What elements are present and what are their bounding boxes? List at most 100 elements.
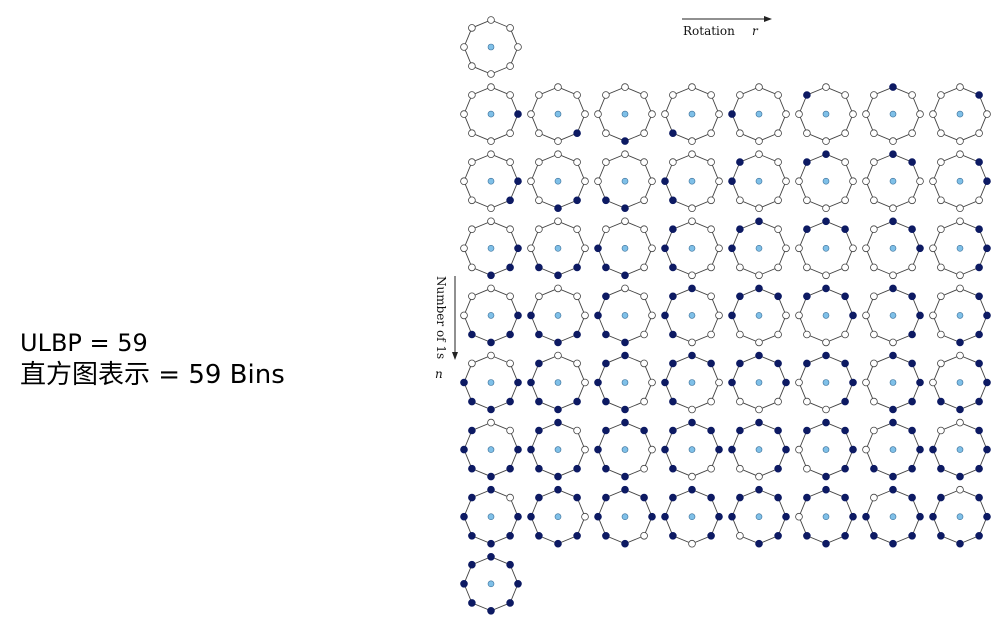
neighbor-zero bbox=[535, 196, 543, 205]
neighbor-zero bbox=[795, 311, 803, 320]
center-pixel bbox=[822, 245, 830, 252]
neighbor-zero bbox=[715, 378, 723, 387]
neighbor-zero bbox=[468, 129, 476, 138]
neighbor-one bbox=[669, 129, 677, 138]
neighbor-one bbox=[870, 531, 878, 540]
neighbor-zero bbox=[468, 359, 476, 368]
neighbor-one bbox=[621, 338, 629, 347]
neighbor-zero bbox=[795, 177, 803, 186]
neighbor-one bbox=[554, 271, 562, 280]
neighbor-one bbox=[736, 493, 744, 502]
neighbor-zero bbox=[956, 217, 964, 226]
neighbor-one bbox=[669, 464, 677, 473]
lbp-pattern-n2-r5 bbox=[795, 150, 857, 213]
neighbor-zero bbox=[487, 70, 495, 78]
neighbor-zero bbox=[755, 271, 763, 280]
lbp-pattern-n1-r5 bbox=[795, 83, 857, 145]
neighbor-one bbox=[602, 359, 610, 368]
lbp-pattern-n3-r4 bbox=[728, 217, 790, 280]
center-pixel bbox=[688, 446, 696, 453]
neighbor-zero bbox=[956, 150, 964, 159]
lbp-pattern-n6-r0 bbox=[460, 418, 522, 481]
neighbor-one bbox=[956, 472, 964, 481]
neighbor-one bbox=[460, 378, 468, 387]
neighbor-one bbox=[468, 493, 476, 502]
center-pixel bbox=[554, 245, 562, 252]
center-pixel bbox=[621, 110, 629, 118]
neighbor-one bbox=[514, 512, 522, 521]
neighbor-one bbox=[822, 284, 830, 293]
neighbor-one bbox=[908, 225, 916, 234]
caption: ULBP = 59 直方图表示 = 59 Bins bbox=[20, 328, 285, 392]
neighbor-zero bbox=[803, 263, 811, 272]
neighbor-one bbox=[460, 445, 468, 454]
neighbor-zero bbox=[688, 137, 696, 145]
neighbor-zero bbox=[602, 158, 610, 166]
neighbor-zero bbox=[774, 225, 782, 234]
neighbor-one bbox=[983, 244, 991, 253]
neighbor-zero bbox=[527, 177, 535, 186]
lbp-pattern-n2-r2 bbox=[594, 150, 656, 213]
neighbor-zero bbox=[937, 91, 945, 99]
neighbor-one bbox=[908, 359, 916, 368]
center-pixel bbox=[956, 245, 964, 252]
neighbor-one bbox=[975, 426, 983, 435]
neighbor-zero bbox=[822, 405, 830, 414]
neighbor-one bbox=[975, 158, 983, 166]
neighbor-one bbox=[506, 560, 514, 569]
neighbor-one bbox=[755, 539, 763, 548]
neighbor-zero bbox=[581, 445, 589, 454]
neighbor-zero bbox=[707, 129, 715, 138]
lbp-pattern-n1-r6 bbox=[862, 83, 924, 145]
neighbor-one bbox=[707, 426, 715, 435]
neighbor-zero bbox=[535, 129, 543, 138]
neighbor-one bbox=[640, 493, 648, 502]
neighbor-zero bbox=[755, 472, 763, 481]
neighbor-zero bbox=[736, 397, 744, 406]
neighbor-zero bbox=[460, 311, 468, 320]
center-pixel bbox=[621, 379, 629, 386]
neighbor-one bbox=[602, 263, 610, 272]
neighbor-one bbox=[841, 225, 849, 234]
neighbor-zero bbox=[870, 196, 878, 205]
neighbor-zero bbox=[715, 177, 723, 186]
neighbor-one bbox=[506, 531, 514, 540]
neighbor-zero bbox=[715, 244, 723, 253]
rotation-axis: Rotation r bbox=[682, 16, 772, 38]
neighbor-zero bbox=[594, 177, 602, 186]
neighbor-one bbox=[803, 531, 811, 540]
ones-axis-arrowhead bbox=[452, 352, 458, 360]
neighbor-zero bbox=[782, 110, 790, 118]
neighbor-one bbox=[889, 83, 897, 91]
neighbor-zero bbox=[594, 110, 602, 118]
neighbor-one bbox=[774, 359, 782, 368]
neighbor-zero bbox=[506, 158, 514, 166]
neighbor-one bbox=[736, 426, 744, 435]
neighbor-one bbox=[975, 531, 983, 540]
center-pixel bbox=[487, 43, 495, 51]
neighbor-zero bbox=[640, 292, 648, 301]
center-pixel bbox=[755, 177, 763, 185]
neighbor-zero bbox=[648, 110, 656, 118]
center-pixel bbox=[688, 312, 696, 319]
neighbor-one bbox=[602, 292, 610, 301]
neighbor-zero bbox=[736, 464, 744, 473]
lbp-pattern-n6-r3 bbox=[661, 418, 723, 481]
neighbor-zero bbox=[460, 244, 468, 253]
neighbor-zero bbox=[506, 91, 514, 99]
neighbor-one bbox=[841, 464, 849, 473]
center-pixel bbox=[487, 245, 495, 252]
neighbor-zero bbox=[535, 292, 543, 301]
neighbor-one bbox=[822, 351, 830, 360]
neighbor-zero bbox=[506, 426, 514, 435]
neighbor-one bbox=[707, 359, 715, 368]
neighbor-zero bbox=[707, 196, 715, 205]
center-pixel bbox=[822, 446, 830, 453]
neighbor-one bbox=[774, 292, 782, 301]
neighbor-one bbox=[535, 263, 543, 272]
neighbor-one bbox=[554, 485, 562, 494]
neighbor-zero bbox=[640, 263, 648, 272]
neighbor-zero bbox=[849, 244, 857, 253]
center-pixel bbox=[956, 379, 964, 386]
center-pixel bbox=[889, 110, 897, 118]
